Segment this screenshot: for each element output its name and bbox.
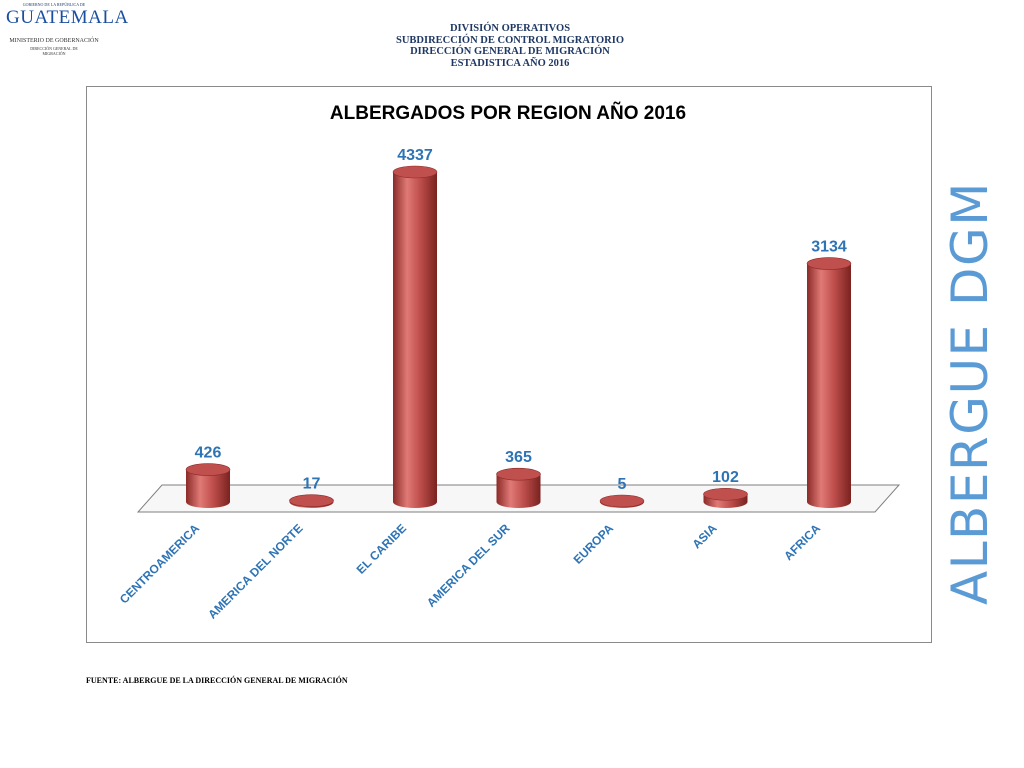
bar-top-cap (599, 494, 645, 508)
chart-frame (86, 86, 932, 643)
bar (393, 172, 437, 508)
logo-small-text: GOBIERNO DE LA REPÚBLICA DE (22, 2, 86, 7)
report-header: DIVISIÓN OPERATIVOS SUBDIRECCIÓN DE CONT… (300, 23, 720, 69)
side-watermark-text: ALBERGUE DGM (941, 181, 999, 605)
category-label: AMERICA DEL SUR (424, 521, 513, 610)
logo-dependency-line2: MIGRACIÓN (42, 51, 66, 56)
category-label: AMERICA DEL NORTE (205, 521, 305, 621)
data-label: 365 (505, 449, 532, 466)
chart-title: ALBERGADOS POR REGION AÑO 2016 (330, 102, 686, 124)
logo-dependency-line1: DIRECCIÓN GENERAL DE (30, 46, 78, 51)
logo-dependency: DIRECCIÓN GENERAL DE MIGRACIÓN (6, 46, 102, 56)
header-line4: ESTADISTICA AÑO 2016 (450, 57, 570, 69)
bar (496, 474, 541, 508)
bar (186, 469, 230, 508)
category-label: ASIA (689, 521, 719, 551)
source-note: FUENTE: ALBERGUE DE LA DIRECCIÓN GENERAL… (86, 676, 348, 685)
bar-top-cap (185, 463, 231, 476)
data-label: 5 (618, 476, 627, 493)
bar-top-cap (289, 494, 334, 508)
data-label: 4337 (397, 147, 433, 164)
logo-ministry: MINISTERIO DE GOBERNACIÓN (9, 38, 99, 44)
data-label: 426 (195, 445, 222, 462)
bar-chart: ALBERGADOS POR REGION AÑO 2016 426 CENTRO… (117, 102, 901, 622)
category-label: CENTROAMERICA (117, 521, 203, 607)
bar-top-cap (496, 467, 541, 481)
data-label: 17 (303, 476, 321, 493)
data-label: 102 (712, 469, 739, 486)
data-label: 3134 (811, 239, 847, 256)
category-label: EL CARIBE (354, 521, 409, 576)
bar-top-cap (806, 257, 852, 270)
logo: GOBIERNO DE LA REPÚBLICA DE GUATEMALA MI… (6, 0, 129, 66)
bar-top-cap (392, 165, 438, 179)
category-label: EUROPA (571, 521, 617, 567)
bar (807, 263, 851, 508)
bar-top-cap (703, 487, 748, 501)
header-line2: SUBDIRECCIÓN DE CONTROL MIGRATORIO (395, 34, 625, 46)
header-line3: DIRECCIÓN GENERAL DE MIGRACIÓN (410, 46, 610, 57)
logo-brand: GUATEMALA (6, 7, 129, 28)
category-label: AFRICA (781, 521, 823, 563)
header-line1: DIVISIÓN OPERATIVOS (449, 23, 571, 34)
